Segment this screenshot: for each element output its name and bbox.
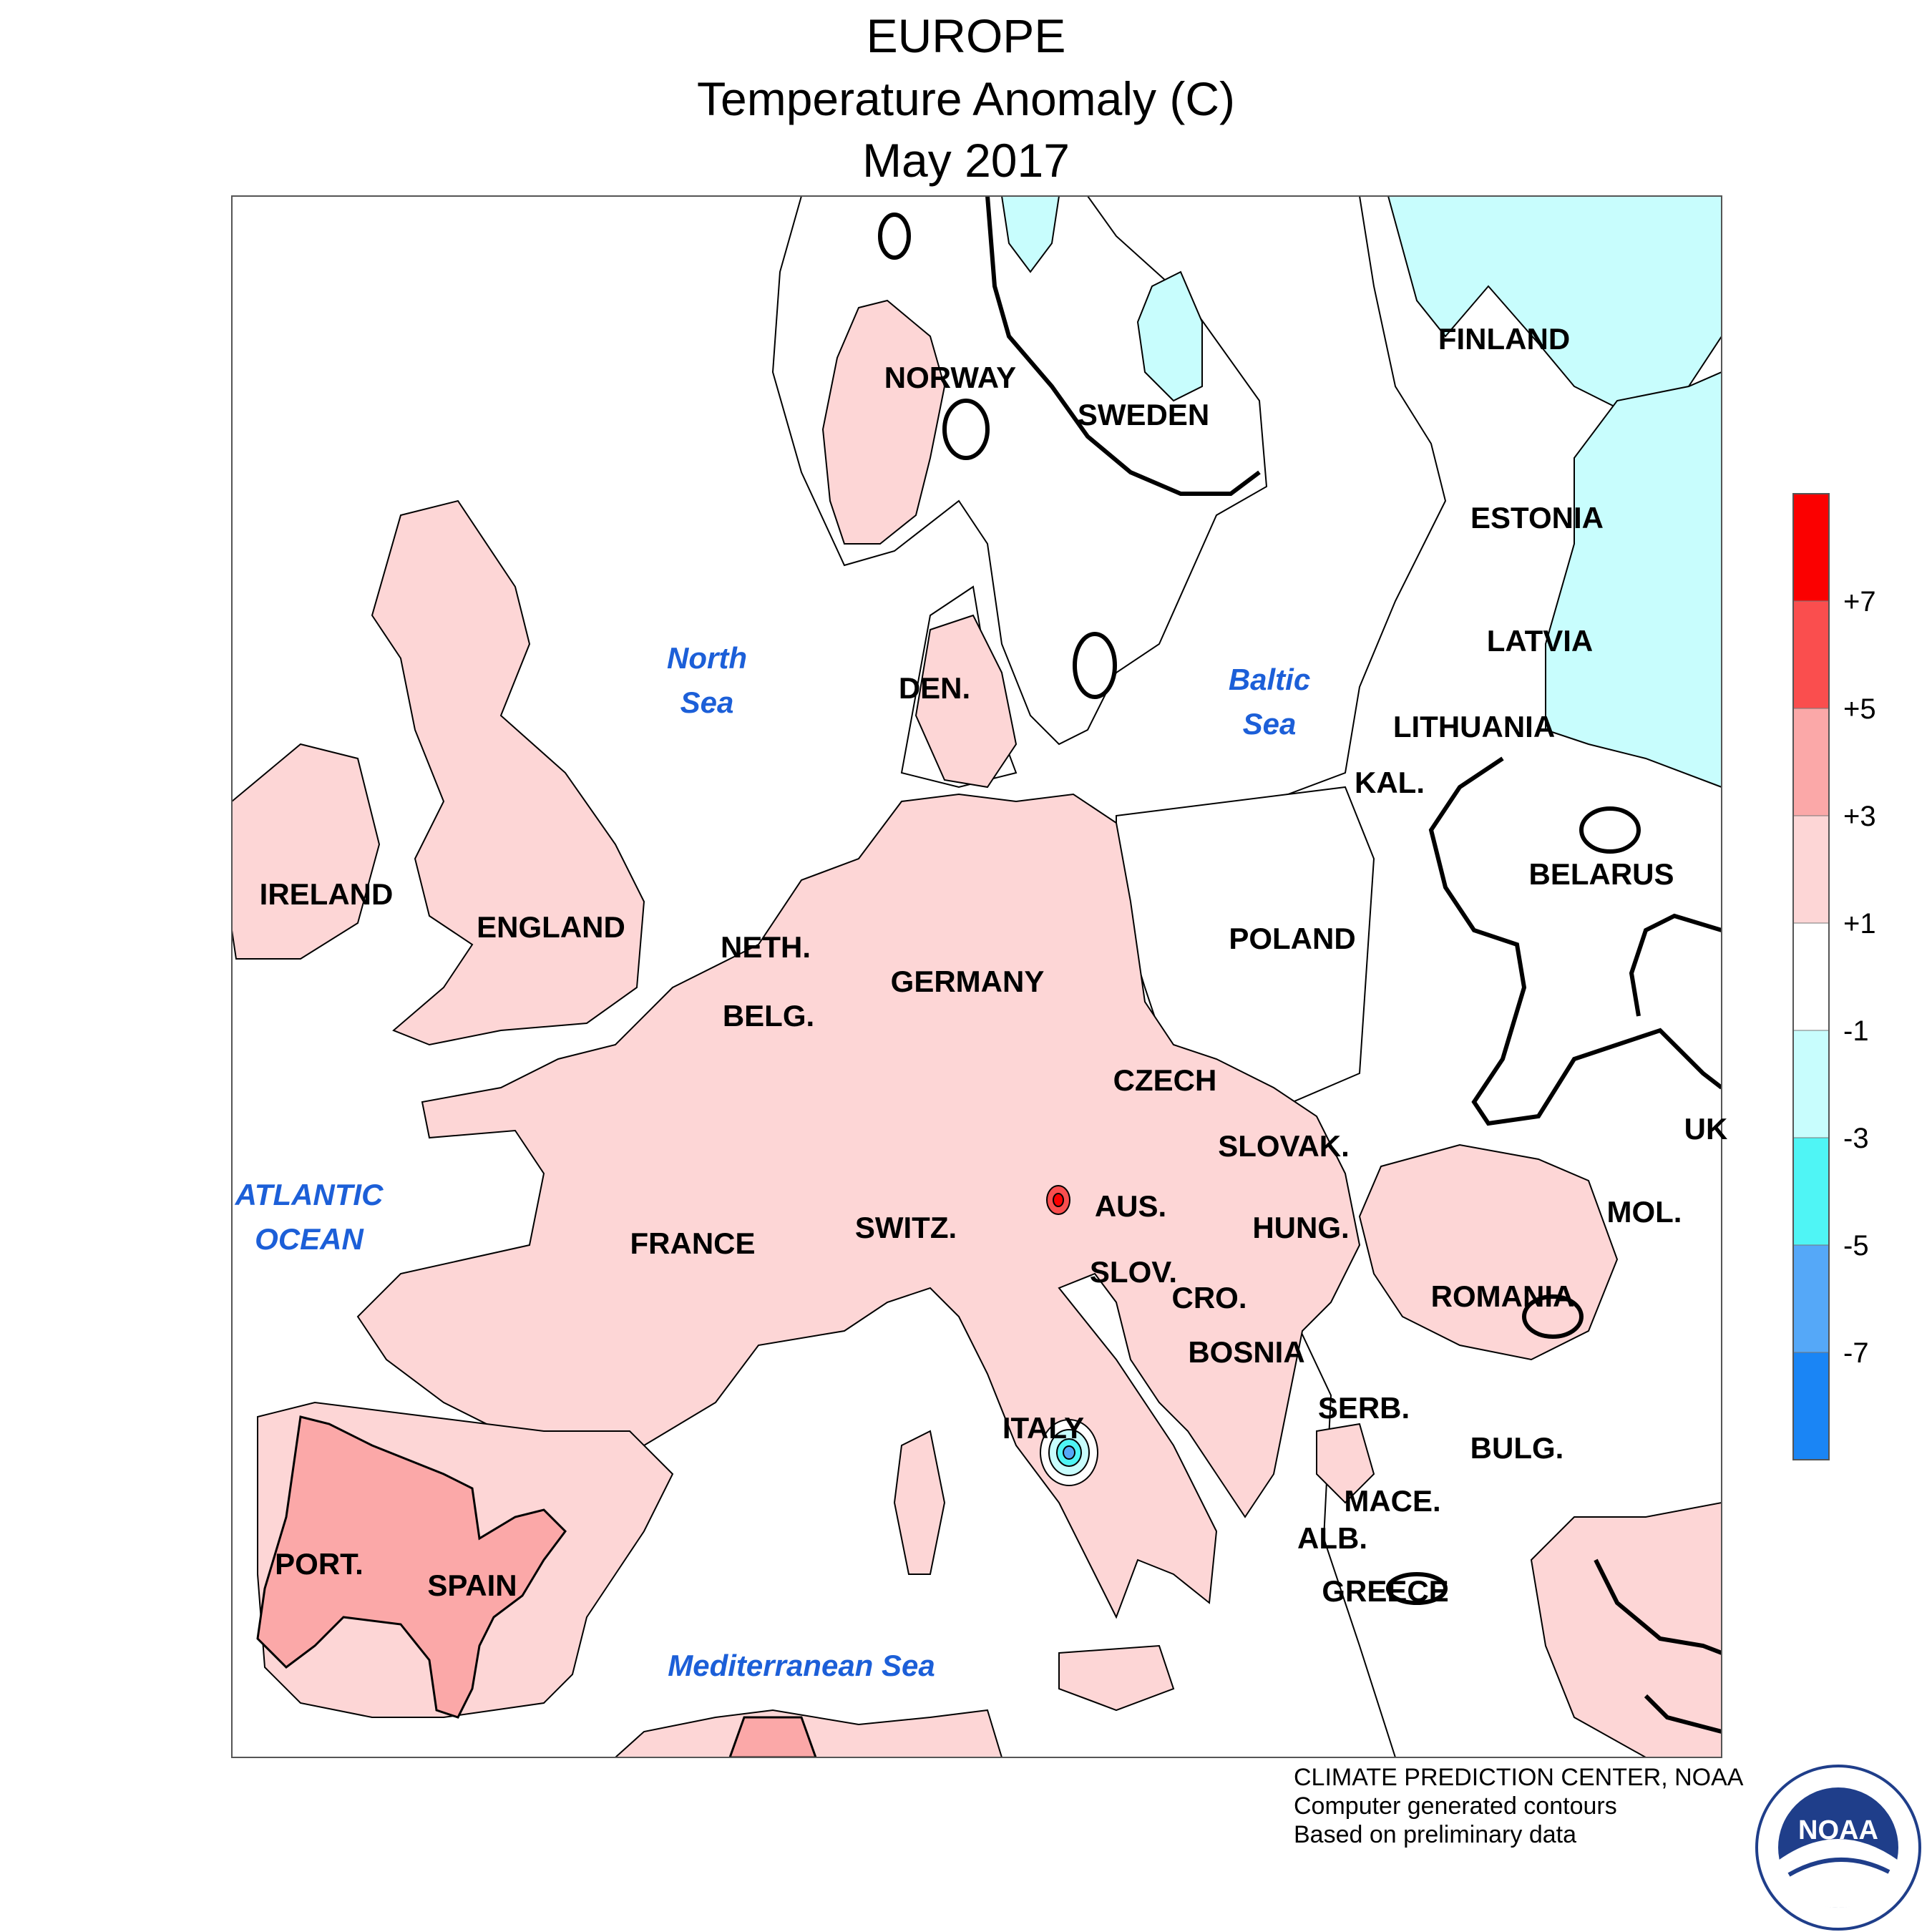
label-neth: NETH. xyxy=(721,930,811,964)
land-cool-1-to-3 xyxy=(1000,196,1722,789)
credit-line-3: Based on preliminary data xyxy=(1294,1821,1577,1848)
label-serb: SERB. xyxy=(1318,1391,1410,1425)
label-north-sea-1: North xyxy=(667,641,747,675)
label-baltic-sea-2: Sea xyxy=(1243,707,1297,741)
land-warm-3-to-5 xyxy=(256,1415,817,1757)
legend-colorbar: +7 +5 +3 +1 -1 -3 -5 -7 xyxy=(1792,493,1876,1460)
credit-line-1: CLIMATE PREDICTION CENTER, NOAA xyxy=(1294,1764,1744,1791)
legend-bin xyxy=(1792,708,1830,816)
label-baltic-sea-1: Baltic xyxy=(1229,663,1310,696)
label-poland: POLAND xyxy=(1229,922,1355,955)
label-alb: ALB. xyxy=(1297,1521,1367,1555)
label-sweden: SWEDEN xyxy=(1078,398,1209,431)
map-period-title: May 2017 xyxy=(862,134,1070,187)
legend-bin xyxy=(1792,1030,1830,1138)
noaa-logo: NOAA xyxy=(1755,1765,1921,1931)
legend-bin xyxy=(1792,493,1830,602)
label-atlantic-1: ATLANTIC xyxy=(235,1178,384,1211)
label-bosnia: BOSNIA xyxy=(1188,1335,1304,1369)
label-belg: BELG. xyxy=(723,999,814,1033)
legend-tick-label: +5 xyxy=(1843,693,1876,725)
label-ireland: IRELAND xyxy=(260,877,394,911)
legend-bin xyxy=(1792,922,1830,1031)
label-lithuania: LITHUANIA xyxy=(1393,710,1555,743)
land-warm-1-to-3 xyxy=(232,299,1722,1757)
legend-bin xyxy=(1792,1244,1830,1353)
legend-tick-label: -3 xyxy=(1843,1123,1869,1154)
credit-line-2: Computer generated contours xyxy=(1294,1792,1617,1820)
map-variable-title: Temperature Anomaly (C) xyxy=(697,72,1235,125)
legend-bin xyxy=(1792,1137,1830,1246)
country-labels: NORWAY SWEDEN FINLAND ESTONIA LATVIA LIT… xyxy=(260,322,1728,1608)
map-body xyxy=(232,196,1722,1757)
legend-tick-label: -1 xyxy=(1843,1015,1869,1047)
legend-bins xyxy=(1792,493,1830,1460)
noaa-logo-text: NOAA xyxy=(1798,1815,1878,1845)
legend-tick-label: +1 xyxy=(1843,908,1876,940)
legend-tick-label: +3 xyxy=(1843,801,1876,832)
label-romania: ROMANIA xyxy=(1431,1279,1575,1313)
label-england: ENGLAND xyxy=(477,910,625,944)
label-switz: SWITZ. xyxy=(855,1211,957,1244)
label-germany: GERMANY xyxy=(891,965,1045,998)
label-north-sea-2: Sea xyxy=(680,686,734,719)
label-port: PORT. xyxy=(275,1547,364,1581)
label-spain: SPAIN xyxy=(427,1568,517,1602)
legend-bin xyxy=(1792,1352,1830,1460)
legend-bin xyxy=(1792,600,1830,709)
label-hung: HUNG. xyxy=(1252,1211,1349,1244)
label-uk: UK xyxy=(1684,1112,1728,1146)
label-slov: SLOV. xyxy=(1090,1255,1177,1289)
label-atlantic-2: OCEAN xyxy=(255,1222,364,1256)
label-mediterranean: Mediterranean Sea xyxy=(668,1649,935,1682)
label-france: FRANCE xyxy=(630,1226,756,1260)
label-kal: KAL. xyxy=(1355,766,1425,799)
label-italy: ITALY xyxy=(1002,1411,1084,1445)
legend-tick-label: -5 xyxy=(1843,1230,1869,1262)
legend-bin xyxy=(1792,815,1830,924)
label-mace: MACE. xyxy=(1344,1484,1440,1518)
map-frame xyxy=(231,195,1722,1758)
label-cro: CRO. xyxy=(1172,1281,1247,1314)
map-region-title: EUROPE xyxy=(866,9,1066,62)
label-den: DEN. xyxy=(899,671,970,705)
label-slovak: SLOVAK. xyxy=(1218,1129,1350,1163)
water-labels: North Sea Baltic Sea ATLANTIC OCEAN Medi… xyxy=(235,641,1311,1682)
label-estonia: ESTONIA xyxy=(1470,501,1604,535)
legend-tick-label: -7 xyxy=(1843,1337,1869,1369)
label-norway: NORWAY xyxy=(884,361,1016,394)
legend-tick-label: +7 xyxy=(1843,586,1876,618)
label-greece: GREECE xyxy=(1322,1574,1448,1608)
label-bulg: BULG. xyxy=(1470,1431,1564,1465)
anomaly-contours xyxy=(878,196,1722,1734)
label-belarus: BELARUS xyxy=(1528,857,1674,891)
label-aus: AUS. xyxy=(1095,1189,1166,1223)
label-finland: FINLAND xyxy=(1438,322,1570,356)
italy-cold-spot xyxy=(1040,1419,1098,1486)
label-latvia: LATVIA xyxy=(1487,624,1594,658)
legend-ticks: +7 +5 +3 +1 -1 -3 -5 -7 xyxy=(1843,586,1876,1369)
label-mol: MOL. xyxy=(1607,1195,1682,1229)
label-czech: CZECH xyxy=(1113,1063,1217,1097)
austria-warm-spot xyxy=(1046,1185,1070,1215)
